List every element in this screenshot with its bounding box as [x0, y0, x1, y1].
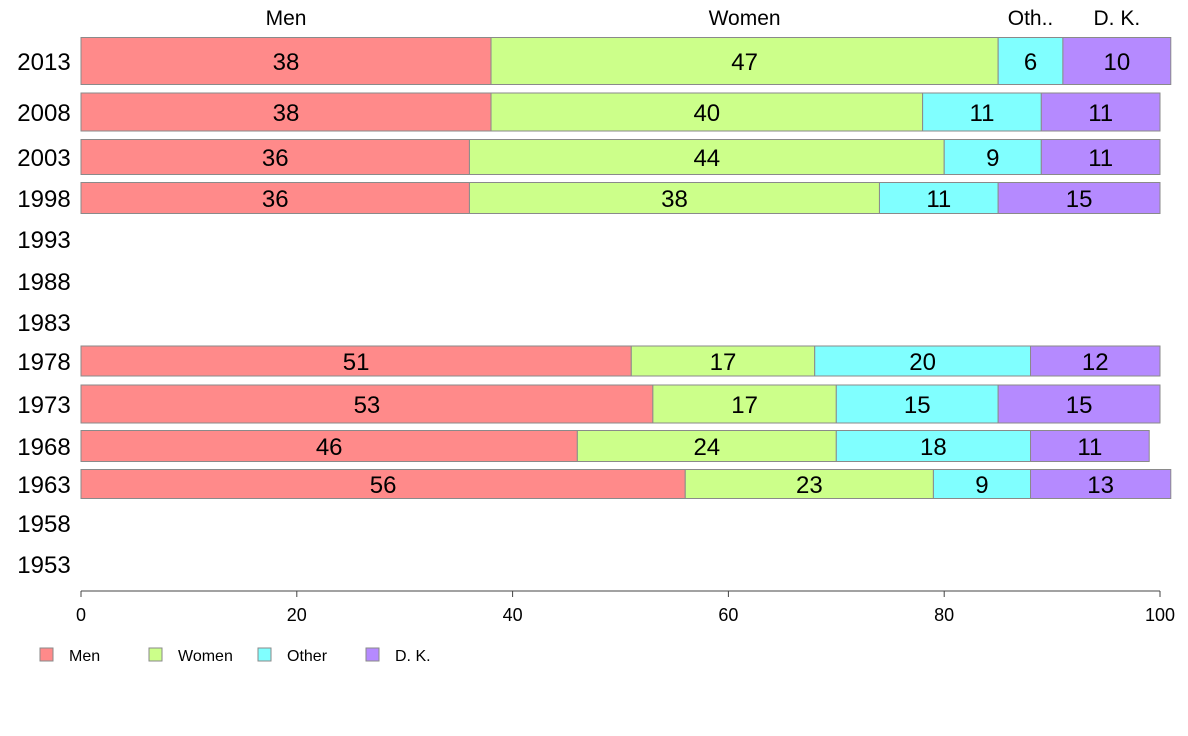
bar-segment-1963-other — [932, 469, 1032, 499]
bar-segment-1998-d-k- — [997, 182, 1161, 214]
legend-label-other: Other — [287, 648, 328, 665]
row-label-1973: 1973 — [17, 392, 70, 419]
bar-segment-1973-women — [652, 384, 837, 424]
data-label-1973-men: 53 — [354, 392, 381, 419]
row-label-1993: 1993 — [17, 227, 70, 254]
row-label-2008: 2008 — [17, 100, 70, 127]
bar-segment-1998-women — [468, 182, 880, 214]
row-label-1998: 1998 — [17, 186, 70, 213]
bar-segment-1978-women — [630, 345, 816, 377]
data-label-1998-women: 38 — [661, 186, 688, 213]
data-label-2008-other: 11 — [970, 100, 995, 127]
row-label-1983: 1983 — [17, 310, 70, 337]
bar-segment-1978-d-k- — [1030, 345, 1161, 377]
bar-segment-1968-other — [835, 430, 1032, 462]
bar-segment-1973-other — [835, 384, 999, 424]
data-label-1968-d-k-: 11 — [1077, 434, 1102, 461]
row-label-2003: 2003 — [17, 145, 70, 172]
bar-segment-2008-men — [80, 92, 492, 132]
bar-segment-2008-other — [922, 92, 1042, 132]
data-label-1963-women: 23 — [796, 472, 823, 499]
bar-segment-1963-d-k- — [1030, 469, 1172, 499]
data-label-1973-d-k-: 15 — [1066, 392, 1093, 419]
legend-swatch-men — [39, 647, 54, 662]
series-header-d-k-: D. K. — [1093, 7, 1140, 30]
row-label-1958: 1958 — [17, 511, 70, 538]
data-label-1978-men: 51 — [343, 349, 370, 376]
data-label-2013-men: 38 — [273, 49, 300, 76]
series-header-women: Women — [709, 7, 781, 30]
series-header-men: Men — [266, 7, 307, 30]
data-label-1963-other: 9 — [975, 472, 988, 499]
x-tick-label-40: 40 — [503, 605, 523, 625]
data-label-2013-women: 47 — [731, 49, 758, 76]
bar-segment-2003-men — [80, 139, 470, 175]
data-label-2003-men: 36 — [262, 145, 289, 172]
x-tick-label-60: 60 — [718, 605, 738, 625]
data-label-2008-women: 40 — [693, 100, 720, 127]
data-label-1998-d-k-: 15 — [1066, 186, 1093, 213]
x-tick-label-20: 20 — [287, 605, 307, 625]
bar-segment-1978-men — [80, 345, 632, 377]
bar-segment-1973-d-k- — [997, 384, 1161, 424]
x-tick-label-0: 0 — [76, 605, 86, 625]
data-label-2008-d-k-: 11 — [1088, 100, 1113, 127]
row-label-1968: 1968 — [17, 434, 70, 461]
bar-segment-2013-men — [80, 37, 492, 85]
legend-swatch-d-k- — [365, 647, 380, 662]
x-tick-label-80: 80 — [934, 605, 954, 625]
row-label-1978: 1978 — [17, 349, 70, 376]
bar-segment-2008-d-k- — [1040, 92, 1161, 132]
data-label-1963-d-k-: 13 — [1087, 472, 1114, 499]
legend-label-d-k-: D. K. — [395, 648, 431, 665]
legend-label-men: Men — [69, 648, 100, 665]
data-label-1978-other: 20 — [909, 349, 936, 376]
data-label-2003-women: 44 — [693, 145, 720, 172]
row-label-2013: 2013 — [17, 49, 70, 76]
data-label-1963-men: 56 — [370, 472, 397, 499]
legend-swatch-women — [148, 647, 163, 662]
data-label-1973-women: 17 — [731, 392, 758, 419]
data-label-1998-other: 11 — [926, 186, 951, 213]
bar-segment-2013-d-k- — [1062, 37, 1172, 85]
row-label-1953: 1953 — [17, 552, 70, 579]
bar-segment-1998-men — [80, 182, 470, 214]
bar-segment-2013-women — [490, 37, 999, 85]
data-label-1968-other: 18 — [920, 434, 947, 461]
row-label-1988: 1988 — [17, 269, 70, 296]
data-label-1978-women: 17 — [710, 349, 737, 376]
data-label-2003-d-k-: 11 — [1088, 145, 1113, 172]
series-header-other: Oth.. — [1008, 7, 1054, 30]
bar-segment-1968-men — [80, 430, 578, 462]
bar-segment-1963-men — [80, 469, 686, 499]
bar-segment-1973-men — [80, 384, 654, 424]
data-label-2013-other: 6 — [1024, 49, 1037, 76]
legend-label-women: Women — [178, 648, 233, 665]
data-label-1968-men: 46 — [316, 434, 343, 461]
legend-swatch-other — [257, 647, 272, 662]
data-label-2003-other: 9 — [986, 145, 999, 172]
data-label-1973-other: 15 — [904, 392, 931, 419]
bar-segment-2008-women — [490, 92, 924, 132]
bar-segment-2013-other — [997, 37, 1064, 85]
bar-segment-2003-d-k- — [1040, 139, 1161, 175]
x-tick-label-100: 100 — [1145, 605, 1175, 625]
bar-segment-1978-other — [814, 345, 1032, 377]
data-label-1968-women: 24 — [693, 434, 720, 461]
data-label-1998-men: 36 — [262, 186, 289, 213]
row-label-1963: 1963 — [17, 472, 70, 499]
data-label-2008-men: 38 — [273, 100, 300, 127]
data-label-2013-d-k-: 10 — [1103, 49, 1130, 76]
bar-segment-1968-d-k- — [1030, 430, 1150, 462]
bar-segment-2003-women — [468, 139, 945, 175]
data-label-1978-d-k-: 12 — [1082, 349, 1109, 376]
